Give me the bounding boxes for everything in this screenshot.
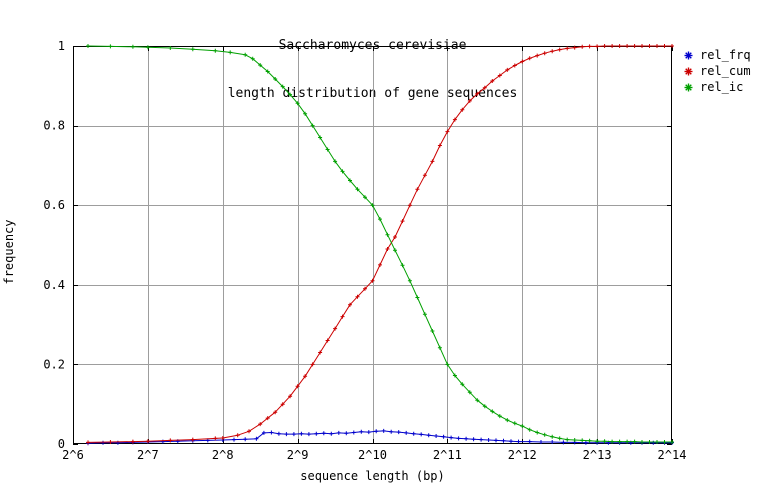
y-tick-label: 0.8 <box>43 119 65 133</box>
x-tick-label: 2^10 <box>358 448 387 462</box>
x-tick-label: 2^7 <box>137 448 159 462</box>
point-marker-icon <box>684 83 693 91</box>
y-tick-label: 0.4 <box>43 278 65 292</box>
point-marker-icon <box>684 67 693 75</box>
legend-label: rel_ic <box>700 80 744 94</box>
x-tick-label: 2^14 <box>658 448 687 462</box>
series-markers-rel_ic <box>86 44 674 444</box>
legend-label: rel_frq <box>700 48 751 62</box>
legend: rel_frq rel_cum rel_ic <box>684 47 751 95</box>
y-tick-label: 0.6 <box>43 198 65 212</box>
plot-border <box>73 46 672 444</box>
x-tick-label: 2^9 <box>287 448 309 462</box>
series-line-rel_frq <box>87 430 672 444</box>
series-line-rel_cum <box>87 45 672 443</box>
y-tick-label: 0.2 <box>43 357 65 371</box>
y-tick-label: 0 <box>58 437 65 451</box>
x-tick-label: 2^8 <box>212 448 234 462</box>
x-tick-label: 2^6 <box>62 448 84 462</box>
point-marker-icon <box>684 51 693 59</box>
x-tick-label: 2^12 <box>508 448 537 462</box>
chart-title-block: Saccharomyces cerevisiae length distribu… <box>73 6 672 134</box>
series-markers-rel_cum <box>86 44 674 445</box>
series-line-rel_ic <box>87 45 672 443</box>
x-axis-label: sequence length (bp) <box>300 469 445 483</box>
y-tick-label: 1 <box>58 39 65 53</box>
y-axis-label: frequency <box>2 219 16 285</box>
legend-item-rel_cum: rel_cum <box>684 63 751 79</box>
x-tick-label: 2^11 <box>433 448 462 462</box>
legend-item-rel_ic: rel_ic <box>684 79 751 95</box>
legend-item-rel_frq: rel_frq <box>684 47 751 63</box>
legend-label: rel_cum <box>700 64 751 78</box>
chart-subtitle: length distribution of gene sequences <box>227 86 518 101</box>
chart-title: Saccharomyces cerevisiae <box>278 38 467 53</box>
x-tick-label: 2^13 <box>583 448 612 462</box>
